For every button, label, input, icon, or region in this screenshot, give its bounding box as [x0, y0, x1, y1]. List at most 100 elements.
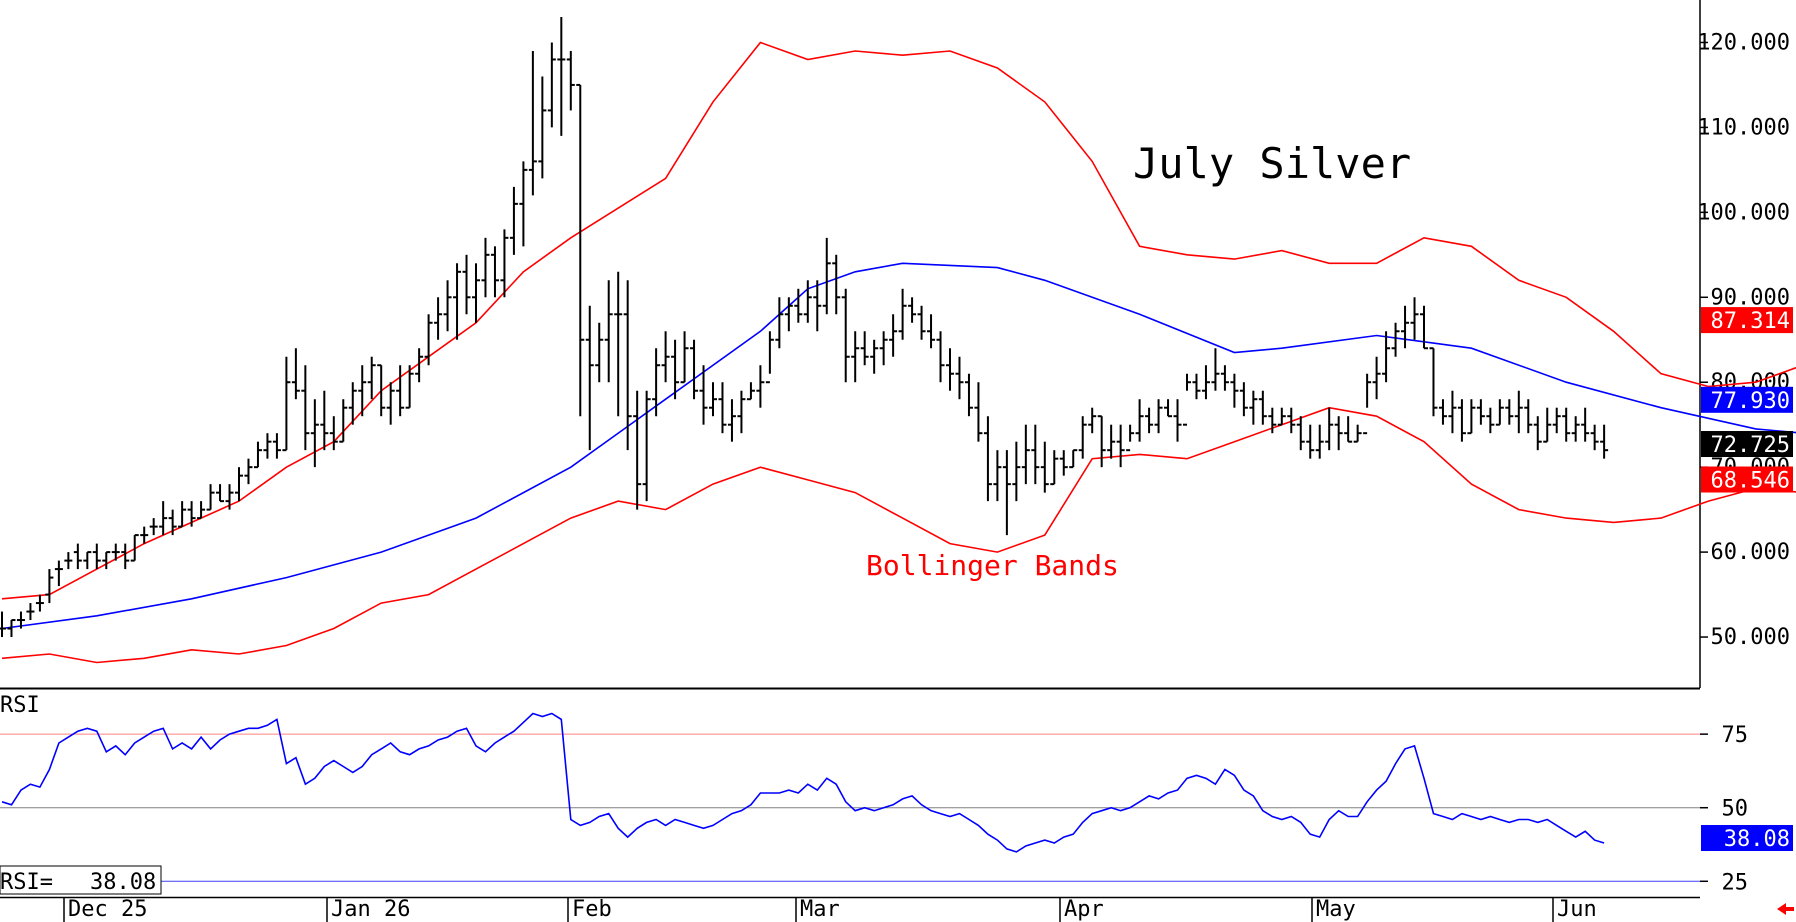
price-bar — [509, 186, 518, 255]
x-tick-label: Dec 25 — [68, 897, 147, 922]
price-bar — [443, 280, 452, 332]
x-tick-label: Feb — [572, 897, 612, 922]
price-value-label-text: 87.314 — [1711, 309, 1790, 334]
price-bar — [576, 83, 585, 417]
x-tick-label: Jan 26 — [331, 897, 410, 922]
price-bar — [1562, 407, 1571, 442]
price-bar — [822, 237, 831, 315]
price-bar — [187, 501, 196, 527]
price-bar — [803, 280, 812, 323]
price-bar — [64, 552, 73, 570]
price-bar — [1524, 399, 1533, 434]
price-bar — [927, 314, 936, 349]
price-value-label-text: 77.930 — [1711, 389, 1790, 414]
price-bar — [26, 603, 35, 621]
price-bar — [1306, 424, 1315, 459]
price-bar — [83, 551, 92, 570]
price-bar — [405, 365, 414, 409]
x-tick-label: Mar — [800, 897, 840, 922]
price-bar — [519, 161, 528, 247]
price-bar — [946, 348, 954, 391]
price-bar — [775, 297, 784, 349]
price-bar — [500, 229, 509, 298]
scroll-arrow-icon[interactable] — [1777, 903, 1794, 915]
price-bar — [1201, 365, 1210, 400]
price-bar — [1154, 399, 1163, 434]
price-bar — [964, 373, 973, 417]
price-bar — [1600, 424, 1609, 459]
price-bar — [604, 280, 613, 383]
price-bar — [16, 611, 25, 629]
price-bar — [235, 467, 243, 502]
price-y-tick-label: 120.000 — [1697, 30, 1790, 55]
price-bar — [462, 254, 471, 315]
price-bar — [1211, 348, 1220, 391]
price-bar — [102, 551, 111, 570]
price-bar — [917, 305, 926, 340]
price-bar — [1543, 407, 1552, 443]
price-bar — [1097, 415, 1106, 468]
price-bar — [784, 297, 793, 332]
price-bar — [623, 280, 632, 451]
price-bar — [1002, 450, 1011, 536]
price-bar — [955, 356, 964, 400]
price-bar — [225, 484, 234, 510]
price-bar — [1287, 407, 1296, 434]
price-bar — [1514, 390, 1523, 434]
price-bar — [756, 365, 765, 408]
price-bar — [889, 314, 898, 357]
price-bar — [140, 526, 149, 544]
middle-bollinger-band — [1, 262, 1796, 630]
price-value-label-bg — [1701, 386, 1793, 413]
price-bars — [0, 16, 1609, 638]
price-bar — [415, 348, 424, 383]
price-bar — [121, 543, 130, 570]
price-value-label-bg — [1701, 466, 1793, 493]
price-bar — [35, 594, 44, 612]
price-bar — [1552, 407, 1561, 434]
price-bar — [216, 484, 225, 503]
price-bar — [680, 331, 689, 384]
price-bar — [1315, 424, 1324, 459]
price-bar — [1325, 407, 1334, 451]
price-bar — [197, 501, 206, 520]
price-bar — [870, 339, 879, 374]
price-bar — [1391, 322, 1400, 357]
price-bar — [178, 501, 187, 528]
rsi-panel-label: RSI — [0, 693, 40, 718]
lower-bollinger-band — [1, 406, 1796, 664]
price-bar — [671, 339, 680, 400]
price-bar — [595, 322, 604, 383]
price-bar — [642, 390, 651, 502]
price-bar — [1069, 449, 1078, 469]
rsi-readout-value: 38.08 — [90, 870, 156, 895]
price-bar — [1410, 297, 1419, 340]
price-bar — [73, 543, 82, 570]
price-bar — [1505, 399, 1514, 425]
price-bar — [1334, 416, 1343, 451]
x-axis-ticks: Dec 25 Jan 26 Feb Mar Apr May Jun — [63, 897, 1597, 922]
price-bar — [377, 364, 386, 417]
price-bar — [1164, 399, 1173, 418]
chart-title: July Silver — [1133, 139, 1411, 188]
price-bar — [1363, 373, 1372, 435]
price-bar — [765, 331, 774, 384]
price-bar — [45, 569, 54, 604]
price-bar — [272, 433, 281, 459]
price-bar — [794, 288, 803, 323]
price-bar — [1126, 424, 1135, 452]
price-value-label-text: 68.546 — [1711, 469, 1790, 494]
price-bar — [130, 534, 139, 562]
bollinger-annotation: Bollinger Bands — [866, 549, 1119, 582]
price-bar — [490, 246, 499, 298]
price-bar — [936, 331, 945, 383]
price-bar — [841, 288, 850, 383]
price-bar — [860, 331, 869, 366]
rsi-y-tick-label: 25 — [1722, 870, 1749, 895]
price-value-label: 68.546 — [1701, 466, 1793, 494]
price-bar — [263, 433, 272, 459]
price-bar — [974, 382, 983, 442]
price-bar — [339, 399, 348, 443]
price-bar — [1059, 450, 1068, 476]
